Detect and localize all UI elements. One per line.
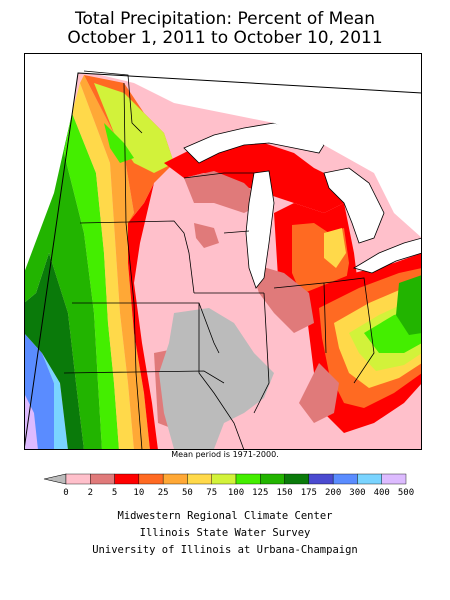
legend-swatch (138, 473, 164, 485)
legend-swatch (211, 473, 237, 485)
legend-tick-label: 0 (63, 488, 68, 498)
north-mn-green (104, 123, 134, 163)
legend-tick-label: 5 (112, 488, 117, 498)
mi-yellow (324, 228, 346, 268)
credit-line-2: Illinois State Water Survey (139, 527, 311, 539)
state-boundaries (63, 70, 375, 450)
interior-salmon-3 (194, 223, 219, 248)
legend-swatch (235, 473, 261, 485)
west-band-orange (80, 75, 150, 450)
color-legend: 0 2 5 10 25 50 75 100 125 150 175 200 300 400 500 (43, 473, 414, 498)
credit-line-3: University of Illinois at Urbana-Champai… (92, 544, 358, 556)
lake-superior (183, 122, 325, 164)
west-band-green (24, 113, 102, 450)
legend-swatch (90, 473, 115, 485)
west-band-cyan (42, 353, 68, 450)
legend-tick-label: 25 (158, 488, 169, 498)
lake-erie (352, 237, 422, 274)
legend-swatch (114, 473, 140, 485)
legend-tick-label: 50 (182, 488, 193, 498)
east-band-darkgreen (396, 275, 422, 335)
legend-swatch (187, 473, 212, 485)
legend-tick-label: 10 (133, 488, 144, 498)
interior-salmon-2 (249, 263, 314, 333)
lake-huron (323, 167, 385, 244)
legend-swatch (357, 473, 382, 485)
legend-tick-label: 500 (398, 488, 414, 498)
legend-swatch (162, 473, 188, 485)
canada-white (78, 53, 422, 238)
legend-tick-label: 400 (374, 488, 390, 498)
legend-tick-label: 75 (206, 488, 217, 498)
legend-swatch (65, 473, 91, 485)
legend-tick-label: 125 (252, 488, 268, 498)
legend-tick-label: 2 (88, 488, 93, 498)
legend-swatch (284, 473, 310, 485)
map-date-range: October 1, 2011 to October 10, 2011 (67, 28, 383, 48)
legend-tick-label: 175 (301, 488, 317, 498)
west-band-lavender (24, 393, 38, 450)
legend-tick-label: 150 (276, 488, 292, 498)
west-band-darkgreen (24, 253, 84, 450)
legend-tick-label: 200 (325, 488, 341, 498)
legend-swatch (381, 473, 407, 485)
legend-below-zero-arrow (43, 473, 67, 485)
north-mn-yellow (94, 83, 174, 173)
west-band-red (128, 183, 158, 450)
legend-swatch (260, 473, 285, 485)
mean-period-note: Mean period is 1971-2000. (171, 450, 279, 459)
wi-salmon-patch (184, 171, 264, 213)
credit-line-1: Midwestern Regional Climate Center (117, 510, 333, 522)
legend-swatch (308, 473, 334, 485)
west-band-yellow (72, 83, 134, 450)
interior-salmon-4 (299, 363, 339, 423)
legend-tick-label: 100 (228, 488, 244, 498)
lake-michigan (245, 170, 275, 289)
west-band-lightgreen (64, 113, 119, 450)
map-title: Total Precipitation: Percent of Mean (75, 9, 375, 29)
legend-tick-label: 300 (349, 488, 365, 498)
legend-swatch (332, 473, 358, 485)
map-frame (24, 72, 422, 450)
precipitation-map (24, 53, 422, 450)
